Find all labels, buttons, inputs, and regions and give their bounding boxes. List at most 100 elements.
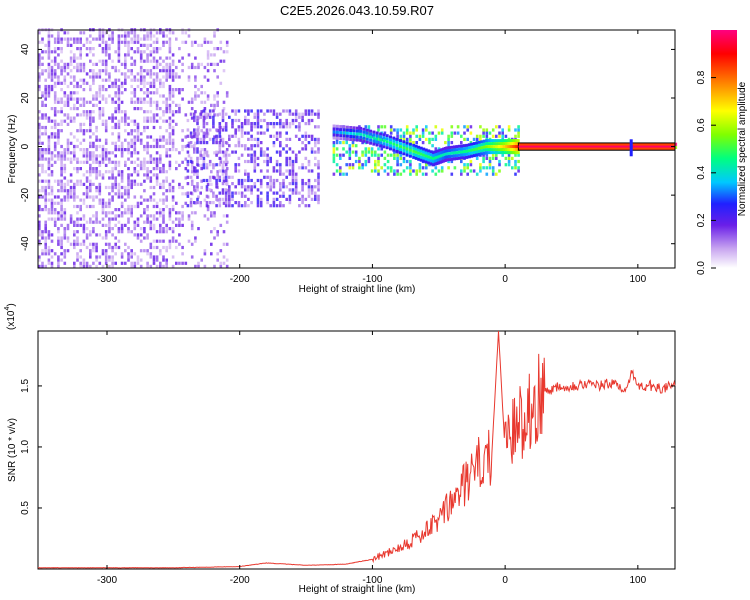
heatmap-cell bbox=[63, 211, 67, 215]
heatmap-cell bbox=[76, 179, 79, 183]
heatmap-cell bbox=[85, 157, 89, 161]
heatmap-cell bbox=[69, 157, 73, 161]
heatmap-cell bbox=[196, 169, 199, 173]
heatmap-cell bbox=[186, 204, 190, 208]
heatmap-cell bbox=[108, 94, 111, 98]
heatmap-cell bbox=[285, 144, 288, 148]
heatmap-cell bbox=[247, 147, 250, 151]
heatmap-cell bbox=[73, 198, 76, 202]
heatmap-cell bbox=[279, 163, 282, 167]
heatmap-cell bbox=[200, 129, 203, 133]
carrier-cell bbox=[490, 145, 494, 149]
heatmap-cell bbox=[104, 43, 108, 47]
heatmap-cell bbox=[133, 107, 137, 111]
heatmap-cell bbox=[104, 125, 108, 130]
heatmap-cell bbox=[345, 163, 348, 167]
heatmap-cell bbox=[47, 88, 51, 92]
heatmap-cell bbox=[114, 185, 117, 190]
heatmap-cell bbox=[162, 201, 165, 205]
heatmap-cell bbox=[101, 223, 105, 227]
spectrogram-y-label: Frequency (Hz) bbox=[7, 115, 18, 184]
heatmap-cell bbox=[47, 69, 51, 73]
heatmap-cell bbox=[44, 170, 47, 174]
carrier-cell bbox=[405, 144, 409, 148]
heatmap-cell bbox=[85, 160, 89, 164]
heatmap-cell bbox=[85, 261, 89, 265]
heatmap-cell bbox=[38, 204, 41, 209]
heatmap-cell bbox=[456, 125, 460, 129]
heatmap-cell bbox=[193, 112, 196, 116]
heatmap-cell bbox=[101, 201, 105, 205]
heatmap-cell bbox=[79, 103, 82, 107]
heatmap-cell bbox=[469, 163, 473, 167]
heatmap-cell bbox=[205, 163, 209, 167]
heatmap-cell bbox=[259, 204, 263, 208]
heatmap-cell bbox=[178, 151, 181, 155]
heatmap-cell bbox=[104, 31, 108, 35]
heatmap-cell bbox=[130, 141, 133, 145]
heatmap-cell bbox=[332, 150, 336, 154]
heatmap-cell bbox=[124, 189, 127, 193]
heatmap-cell bbox=[354, 150, 358, 154]
heatmap-cell bbox=[44, 198, 47, 202]
heatmap-cell bbox=[171, 230, 175, 234]
heatmap-cell bbox=[92, 69, 95, 73]
heatmap-cell bbox=[104, 233, 108, 237]
heatmap-cell bbox=[53, 125, 57, 130]
heatmap-cell bbox=[256, 115, 260, 119]
heatmap-cell bbox=[186, 150, 190, 154]
heatmap-cell bbox=[111, 258, 114, 262]
heatmap-cell bbox=[162, 167, 165, 171]
heatmap-cell bbox=[73, 37, 76, 41]
heatmap-cell bbox=[187, 100, 191, 104]
heatmap-cell bbox=[85, 47, 89, 51]
heatmap-cell bbox=[175, 245, 178, 250]
heatmap-cell bbox=[196, 122, 199, 126]
heatmap-cell bbox=[108, 264, 111, 268]
heatmap-cell bbox=[212, 109, 215, 113]
heatmap-cell bbox=[89, 88, 92, 92]
heatmap-cell bbox=[95, 37, 98, 41]
heatmap-cell bbox=[159, 62, 162, 66]
heatmap-cell bbox=[53, 223, 57, 227]
heatmap-cell bbox=[354, 144, 358, 148]
carrier-cell bbox=[332, 133, 336, 137]
heatmap-cell bbox=[218, 134, 222, 138]
heatmap-cell bbox=[108, 78, 111, 82]
heatmap-cell bbox=[171, 179, 175, 183]
heatmap-cell bbox=[73, 230, 76, 234]
heatmap-cell bbox=[149, 185, 153, 190]
heatmap-cell bbox=[53, 211, 57, 215]
heatmap-cell bbox=[213, 236, 216, 240]
heatmap-cell bbox=[206, 53, 210, 57]
heatmap-cell bbox=[130, 173, 133, 177]
heatmap-cell bbox=[44, 264, 47, 268]
heatmap-cell bbox=[82, 113, 86, 117]
heatmap-cell bbox=[120, 116, 124, 120]
heatmap-cell bbox=[60, 129, 63, 133]
heatmap-cell bbox=[469, 131, 473, 135]
heatmap-cell bbox=[332, 172, 336, 176]
heatmap-cell bbox=[38, 264, 41, 268]
heatmap-cell bbox=[82, 78, 86, 82]
carrier-cell bbox=[395, 137, 399, 141]
heatmap-cell bbox=[108, 245, 111, 250]
heatmap-cell bbox=[269, 109, 272, 113]
heatmap-cell bbox=[240, 194, 244, 198]
carrier-cell bbox=[472, 142, 476, 146]
heatmap-cell bbox=[95, 75, 98, 79]
heatmap-cell bbox=[50, 65, 54, 70]
heatmap-cell bbox=[104, 211, 108, 215]
heatmap-cell bbox=[244, 118, 247, 123]
heatmap-cell bbox=[79, 78, 82, 82]
heatmap-cell bbox=[190, 220, 194, 224]
carrier-cell bbox=[465, 146, 469, 150]
carrier-cell bbox=[475, 144, 479, 148]
heatmap-cell bbox=[219, 261, 223, 265]
heatmap-cell bbox=[53, 84, 57, 89]
heatmap-cell bbox=[57, 195, 60, 199]
heatmap-cell bbox=[396, 172, 399, 176]
heatmap-cell bbox=[38, 214, 41, 218]
heatmap-cell bbox=[162, 100, 165, 104]
heatmap-cell bbox=[428, 163, 431, 167]
